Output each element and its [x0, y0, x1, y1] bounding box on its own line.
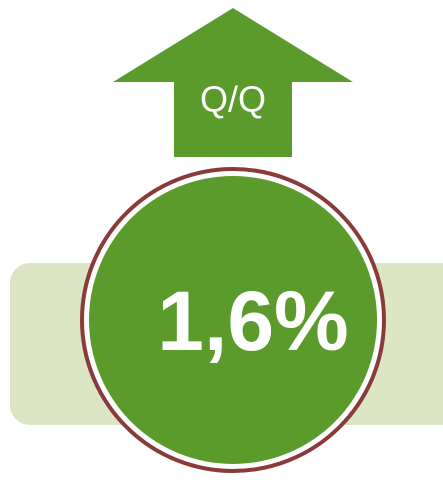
- up-arrow: [113, 8, 353, 157]
- value-circle: [89, 176, 377, 464]
- arrow-label: Q/Q: [200, 79, 266, 120]
- value-text: 1,6%: [157, 274, 348, 368]
